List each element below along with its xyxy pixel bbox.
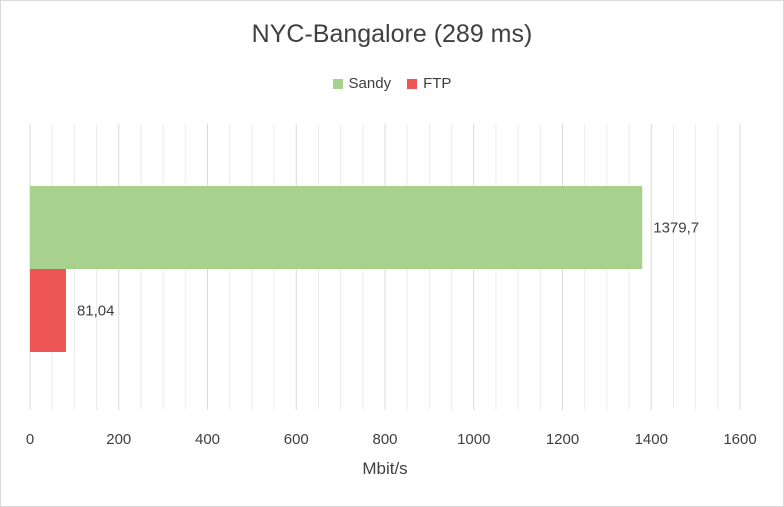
x-tick-label: 0	[26, 431, 34, 448]
bars	[30, 186, 643, 352]
legend-item-sandy: Sandy	[332, 75, 392, 92]
x-tick-label: 1600	[723, 431, 756, 448]
x-axis-label: Mbit/s	[362, 459, 407, 478]
legend-item-ftp: FTP	[407, 75, 451, 92]
data-label-sandy: 1379,7	[653, 220, 699, 237]
x-tick-label: 200	[106, 431, 131, 448]
legend-label-ftp: FTP	[423, 75, 452, 92]
legend-swatch-ftp	[407, 78, 418, 89]
bar-sandy	[30, 186, 643, 269]
x-tick-label: 1400	[635, 431, 668, 448]
legend-swatch-sandy	[332, 78, 343, 89]
x-tick-labels: 0 200 400 600 800 1000 1200 1400 1600	[26, 431, 757, 448]
data-labels: 1379,7 81,04	[77, 220, 699, 320]
data-label-ftp: 81,04	[77, 303, 115, 320]
legend-label-sandy: Sandy	[348, 75, 392, 92]
x-tick-label: 800	[372, 431, 397, 448]
chart-title: NYC-Bangalore (289 ms)	[251, 20, 533, 48]
x-tick-label: 1000	[457, 431, 490, 448]
x-tick-label: 400	[195, 431, 220, 448]
chart-legend: Sandy FTP	[0, 75, 784, 92]
x-tick-label: 1200	[546, 431, 579, 448]
bar-ftp	[30, 269, 66, 352]
x-tick-label: 600	[284, 431, 309, 448]
